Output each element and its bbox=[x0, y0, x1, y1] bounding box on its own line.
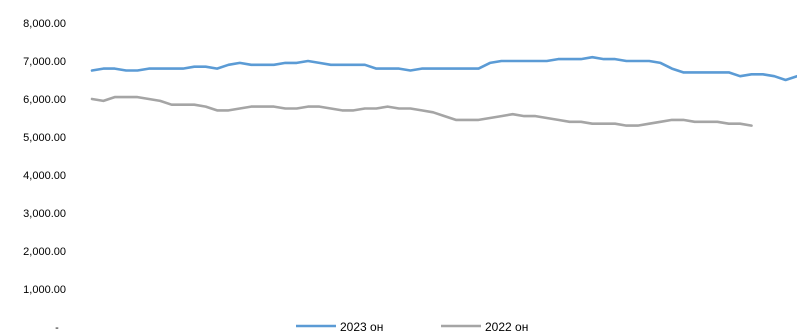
legend-label-2: 2022 он bbox=[485, 320, 528, 334]
series-line-1 bbox=[90, 55, 797, 82]
y-tick-label: 8,000.00 bbox=[23, 18, 66, 30]
y-tick-label: 1,000.00 bbox=[23, 284, 66, 296]
y-tick-label: 5,000.00 bbox=[23, 132, 66, 144]
y-tick-label: - bbox=[55, 322, 59, 334]
y-axis-labels: - 1,000.00 2,000.00 3,000.00 4,000.00 5,000.0… bbox=[23, 18, 66, 334]
legend: 2023 он 2022 он bbox=[296, 320, 528, 334]
y-tick-label: 6,000.00 bbox=[23, 94, 66, 106]
series-layer bbox=[90, 55, 797, 127]
series-line-2 bbox=[90, 95, 753, 127]
y-tick-label: 3,000.00 bbox=[23, 208, 66, 220]
legend-label-1: 2023 он bbox=[340, 320, 383, 334]
y-tick-label: 7,000.00 bbox=[23, 56, 66, 68]
y-tick-label: 2,000.00 bbox=[23, 246, 66, 258]
y-tick-label: 4,000.00 bbox=[23, 170, 66, 182]
